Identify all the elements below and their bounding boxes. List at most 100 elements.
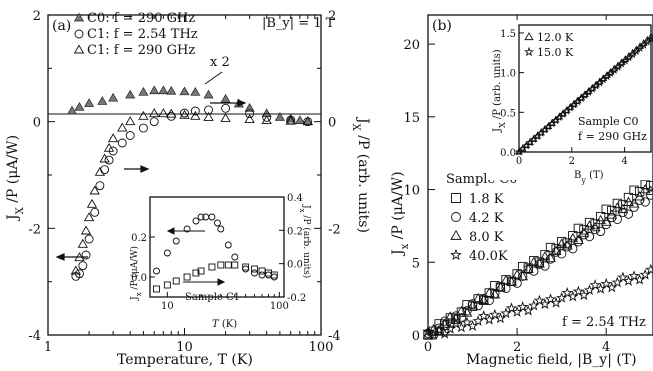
inset-data-point [213,219,221,227]
b-data-point [551,247,561,257]
panel-a: 1 10 100-4-202-4-202 (a) C0: f = 290 GHzC1… [5,9,371,368]
b-x-tick-label: 4 [602,340,610,355]
b-data-point [512,278,522,288]
inset-data-point [231,261,239,269]
inset-b-freq-label: f = 290 GHz [578,130,647,143]
data-point [125,89,136,99]
x-axis-label: Temperature, T (K) [117,352,253,368]
b-legend-marker [451,212,461,222]
data-point [166,108,177,118]
inset-data-point [183,225,191,233]
inset-b-legend-entry: 15.0 K [537,46,574,59]
b-data-point [584,220,595,230]
inset-b-data-point [628,48,637,56]
b-data-point [595,214,607,225]
inset-y-tick-label: 0.0 [131,273,147,284]
data-point [100,165,110,175]
inset-y2-tick-label: 0.0 [287,260,303,271]
data-point [138,87,149,96]
inset-data-point [224,261,232,269]
inset-data-point [153,267,160,275]
inset-b-sample-label: Sample C0 [578,115,639,128]
inset-b-legend-entry: 12.0 K [537,31,574,44]
b-data-point [489,289,501,299]
data-point [261,115,272,125]
b-data-point [506,276,517,286]
data-point [138,123,148,133]
inset-b: 0 2 4 0.0 0.5 1.0 1.5 12.0 K 15.0 K Sample C0 f… [487,20,653,185]
b-data-point [450,312,462,323]
b-data-point [623,196,634,206]
b-data-point [634,191,646,201]
data-point [220,112,231,122]
data-point [190,106,200,116]
data-point [108,92,119,102]
b-data-point [623,192,634,203]
data-point [99,153,110,163]
data-point [90,207,100,217]
b-data-point [567,232,579,243]
b-data-point [595,211,606,222]
b-data-point [623,209,634,219]
inset-y2-tick-label: -0.2 [287,293,306,304]
b-x-tick-label: 2 [513,340,521,355]
b-data-point [645,185,653,195]
inset-b-data-point [614,61,622,69]
data-point [149,85,160,95]
y-tick-label: -2 [28,222,41,237]
inset-data-point [231,253,239,261]
multiplier-label: x 2 [210,55,230,70]
b-data-point [606,209,618,219]
inset-a-sample-label: Sample C1 [185,292,240,303]
b-data-point [445,313,455,323]
inset-b-x-tick-label: 2 [569,156,575,167]
b-data-point [561,240,573,250]
data-point [67,105,78,115]
data-point [244,103,255,112]
data-point [97,96,108,105]
inset-b-legend: 12.0 K 15.0 K [524,31,574,59]
data-point [274,112,285,121]
b-data-point [540,261,550,271]
legend-marker [74,29,84,39]
data-point [204,105,213,115]
b-legend-entry: 4.2 K [469,211,504,226]
y-axis-label-left: JX /P (μA/W) [5,135,26,222]
b-data-point [646,190,653,200]
b-y-tick-label: 20 [403,38,420,53]
b-data-point [595,226,606,237]
inset-b-xlabel: By (T) [574,170,604,185]
data-point [138,110,149,120]
data-point [70,265,82,275]
data-point [166,85,177,95]
b-legend-entry: 1.8 K [469,192,504,207]
axis-arrows [55,99,247,261]
inset-b-y-tick-label: 0.5 [500,108,516,119]
b-data-point [444,311,456,321]
inset-b-ylabel: JX /P (arb. units) [492,49,507,133]
inset-b-y-tick-label: 0.0 [500,148,516,159]
data-point [83,212,95,222]
panel-b-label: (b) [432,18,452,34]
b-data-point [589,221,601,232]
b-data-point [533,258,545,268]
b-x-tick-label: 0 [424,340,432,355]
legend-entry: C1: f = 290 GHz [87,43,195,58]
b-data-point [439,318,451,328]
b-data-point [529,266,539,276]
b-data-point [568,231,578,241]
data-point [81,250,91,260]
inset-data-point [163,281,171,289]
inset-data-point [197,213,205,221]
data-point [221,103,231,113]
data-point [84,98,95,107]
x-tick-label: 100 [309,340,334,355]
data-point [244,114,255,123]
inset-b-data-point [639,39,648,46]
b-data-point [572,234,584,244]
inset-b-data-point [621,55,630,62]
data-point [179,109,190,119]
frequency-label: f = 2.54 THz [562,315,646,330]
